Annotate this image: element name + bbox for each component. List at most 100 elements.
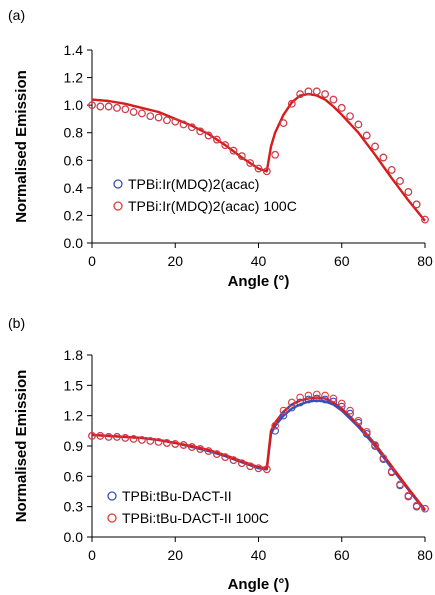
- data-point: [379, 454, 388, 462]
- data-point: [404, 188, 413, 196]
- y-tick-label: 1.4: [64, 42, 84, 58]
- data-point: [321, 395, 329, 404]
- data-point: [188, 443, 196, 451]
- y-tick-label: 0.9: [64, 438, 84, 454]
- data-point: [238, 152, 246, 160]
- y-tick-label: 0.0: [64, 529, 84, 545]
- y-tick-label: 0.3: [64, 499, 84, 515]
- data-point: [312, 87, 321, 96]
- data-point: [279, 119, 288, 127]
- data-point: [304, 87, 313, 96]
- data-point: [221, 141, 230, 149]
- data-point: [238, 459, 246, 468]
- data-point: [296, 398, 304, 407]
- data-point: [329, 397, 338, 406]
- data-point: [171, 440, 180, 448]
- data-point: [129, 435, 138, 443]
- legend-label: TPBi:tBu-DACT-II 100C: [122, 510, 269, 526]
- data-point: [287, 403, 296, 412]
- x-tick-label: 40: [251, 253, 267, 269]
- data-point: [371, 441, 379, 449]
- data-point: [337, 402, 346, 411]
- legend-marker: [113, 201, 123, 211]
- data-point: [312, 394, 321, 403]
- data-point: [171, 117, 180, 126]
- data-point: [296, 393, 304, 402]
- x-tick-label: 20: [167, 253, 183, 269]
- data-point: [337, 399, 346, 408]
- data-point: [279, 406, 288, 415]
- data-point: [362, 427, 371, 436]
- data-point: [412, 501, 421, 510]
- data-point: [421, 215, 429, 224]
- data-point: [312, 390, 321, 399]
- y-tick-label: 1.0: [64, 97, 84, 113]
- data-point: [196, 445, 205, 453]
- data-point: [387, 467, 396, 476]
- data-point: [188, 123, 196, 132]
- data-point: [296, 90, 304, 98]
- legend-marker: [107, 513, 117, 523]
- x-tick-label: 60: [334, 547, 350, 563]
- data-point: [346, 112, 354, 121]
- data-point: [304, 395, 313, 404]
- data-point: [196, 127, 205, 136]
- data-point: [163, 439, 171, 447]
- data-point: [412, 200, 421, 209]
- data-point: [271, 421, 280, 430]
- data-point: [396, 177, 404, 185]
- x-tick-label: 0: [88, 547, 96, 563]
- x-axis-title: Angle (°): [228, 273, 290, 290]
- data-point: [96, 432, 105, 440]
- data-point: [354, 416, 363, 425]
- y-tick-label: 1.8: [64, 347, 84, 363]
- data-point: [371, 142, 379, 151]
- data-point: [213, 135, 221, 144]
- data-point: [354, 120, 363, 129]
- data-point: [104, 102, 113, 111]
- data-point: [229, 146, 238, 155]
- y-tick-label: 1.5: [64, 377, 84, 393]
- data-point: [287, 398, 296, 407]
- data-point: [254, 464, 263, 473]
- y-axis-title: Normalised Emission: [13, 370, 30, 523]
- data-point: [146, 437, 155, 445]
- data-point: [379, 153, 388, 162]
- data-point: [262, 465, 271, 474]
- data-point: [346, 409, 354, 418]
- x-tick-label: 80: [417, 547, 433, 563]
- data-point: [404, 491, 413, 500]
- data-point: [113, 104, 121, 112]
- data-point: [321, 90, 329, 98]
- legend-marker: [113, 179, 123, 189]
- data-point: [396, 480, 404, 489]
- legend-label: TPBi:Ir(MDQ)2(acac) 100C: [128, 198, 297, 214]
- panel-label: (b): [8, 315, 25, 331]
- data-point: [88, 101, 96, 109]
- data-point: [204, 131, 213, 140]
- panel-label: (a): [8, 7, 25, 23]
- x-tick-label: 20: [167, 547, 183, 563]
- data-point: [246, 159, 255, 167]
- data-point: [138, 436, 146, 444]
- data-point: [229, 456, 238, 465]
- data-point: [329, 95, 338, 104]
- y-tick-label: 0.0: [64, 235, 84, 251]
- y-tick-label: 1.2: [64, 408, 84, 424]
- data-point: [221, 453, 230, 461]
- y-tick-label: 0.6: [64, 152, 84, 168]
- data-point: [262, 167, 271, 176]
- data-point: [121, 434, 130, 442]
- data-point: [346, 406, 354, 415]
- data-point: [104, 433, 113, 441]
- data-point: [179, 441, 188, 449]
- data-point: [362, 430, 371, 438]
- data-point: [387, 166, 396, 174]
- data-point: [271, 426, 280, 435]
- data-point: [421, 504, 429, 513]
- y-tick-label: 0.8: [64, 125, 84, 141]
- data-point: [121, 105, 130, 114]
- data-point: [138, 109, 146, 118]
- y-tick-label: 1.2: [64, 70, 84, 86]
